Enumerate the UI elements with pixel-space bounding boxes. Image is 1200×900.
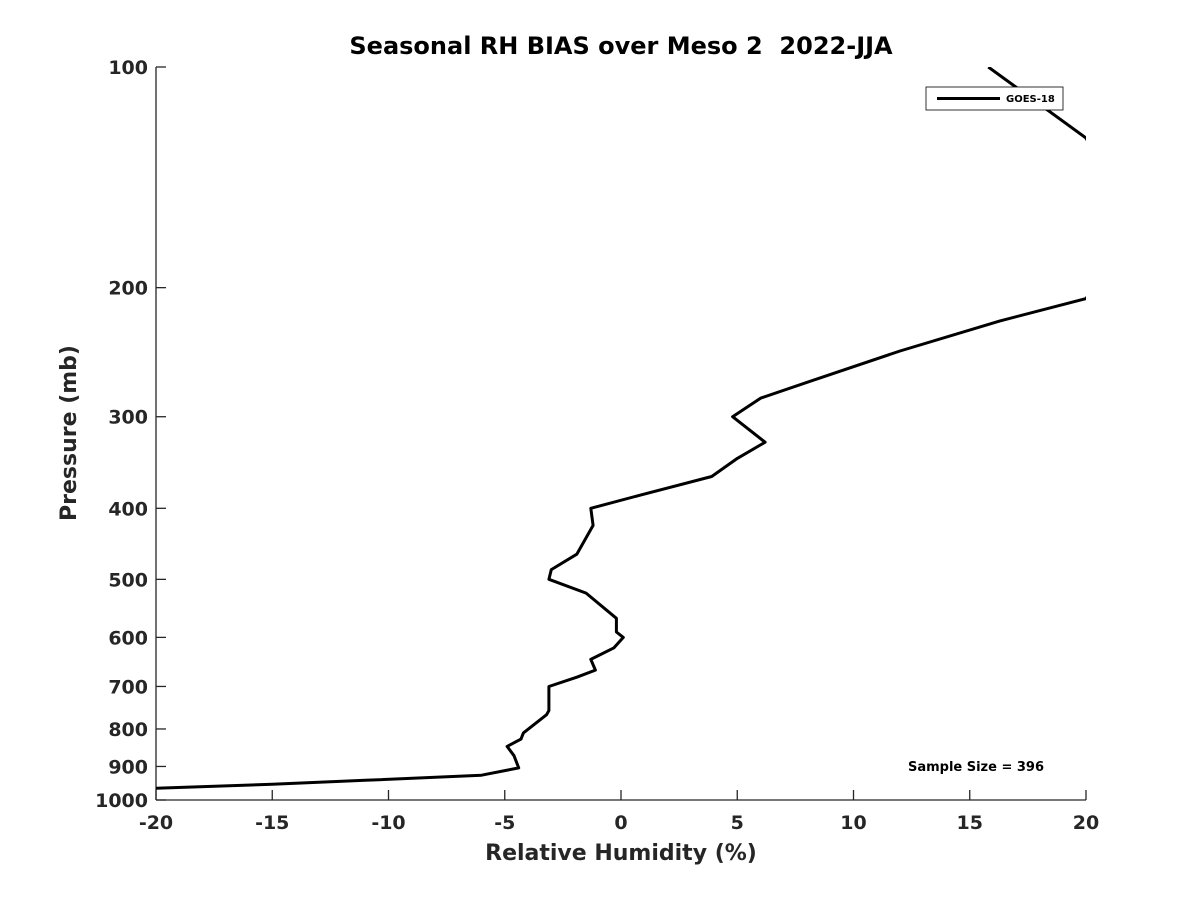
y-tick-label: 800 <box>108 719 148 741</box>
sample-size-annotation: Sample Size = 396 <box>908 760 1044 775</box>
y-axis-ticks: 100 200 300 400 500 600 700 800 900 1000 <box>95 57 166 812</box>
x-tick-label: 10 <box>840 812 866 834</box>
y-tick-label: 100 <box>108 57 148 79</box>
x-tick-label: 0 <box>614 812 627 834</box>
plot-area <box>156 67 1086 790</box>
x-tick-label: -5 <box>494 812 515 834</box>
y-tick-label: 500 <box>108 569 148 591</box>
x-tick-label: -15 <box>255 812 289 834</box>
y-tick-label: 600 <box>108 627 148 649</box>
y-tick-label: 700 <box>108 676 148 698</box>
y-tick-label: 200 <box>108 278 148 300</box>
y-tick-label: 400 <box>108 498 148 520</box>
legend: GOES-18 <box>925 86 1064 111</box>
y-tick-label: 300 <box>108 407 148 429</box>
y-tick-label: 900 <box>108 756 148 778</box>
x-tick-label: -10 <box>371 812 405 834</box>
x-tick-label: 15 <box>957 812 983 834</box>
x-axis-label: Relative Humidity (%) <box>485 841 757 866</box>
y-tick-label: 1000 <box>95 790 148 812</box>
series-line-goes-18 <box>156 67 1086 790</box>
x-tick-label: -20 <box>139 812 173 834</box>
x-axis-ticks: -20 -15 -10 -5 0 5 10 15 20 <box>139 790 1099 834</box>
y-axis-label: Pressure (mb) <box>57 345 82 521</box>
legend-label-goes-18: GOES-18 <box>1006 94 1055 105</box>
chart-title: Seasonal RH BIAS over Meso 2 2022-JJA <box>349 32 893 60</box>
x-tick-label: 5 <box>731 812 744 834</box>
x-tick-label: 20 <box>1073 812 1099 834</box>
